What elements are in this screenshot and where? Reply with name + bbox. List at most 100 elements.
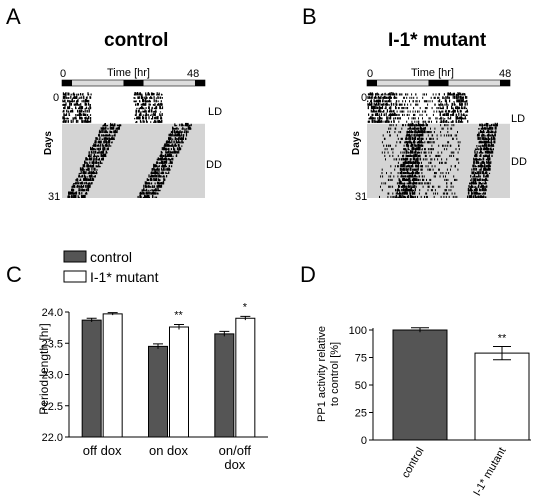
activity-mark (481, 178, 483, 181)
activity-mark (484, 168, 486, 171)
activity-mark (78, 107, 80, 110)
activity-mark (418, 172, 420, 175)
activity-mark (101, 154, 104, 157)
activity-mark (91, 148, 93, 151)
activity-mark (426, 141, 428, 144)
activity-mark (410, 185, 412, 188)
activity-mark (390, 144, 391, 147)
activity-mark (471, 185, 474, 188)
activity-mark (494, 138, 496, 140)
activity-mark (401, 137, 403, 140)
activity-mark (480, 167, 482, 171)
activity-mark (456, 134, 458, 137)
activity-mark (427, 168, 429, 171)
activity-mark (379, 100, 381, 103)
activity-mark (457, 151, 459, 154)
activity-mark (94, 172, 96, 174)
activity-mark (88, 182, 90, 185)
activity-mark (405, 100, 406, 103)
activity-mark (488, 127, 490, 130)
activity-mark (172, 145, 174, 147)
activity-mark (179, 147, 181, 151)
activity-mark (62, 116, 64, 120)
activity-mark (422, 185, 424, 188)
activity-mark (484, 154, 486, 157)
activity-mark (179, 130, 181, 133)
activity-mark (405, 185, 407, 188)
activity-mark (410, 175, 411, 178)
activity-mark (396, 189, 398, 192)
activity-mark (170, 148, 172, 151)
activity-mark (471, 184, 473, 188)
activity-mark (160, 186, 162, 188)
activity-mark (185, 128, 187, 130)
activity-mark (407, 165, 409, 168)
activity-mark (482, 152, 484, 154)
activity-mark (422, 158, 424, 161)
activity-mark (377, 106, 379, 109)
activity-mark (379, 121, 381, 123)
activity-mark (95, 140, 97, 144)
activity-mark (377, 100, 379, 103)
activity-mark (372, 93, 374, 96)
activity-mark (485, 135, 487, 137)
activity-mark (178, 150, 180, 154)
activity-mark (105, 134, 107, 137)
activity-mark (152, 189, 154, 192)
activity-mark (459, 102, 461, 106)
activity-mark (408, 137, 410, 140)
activity-mark (480, 150, 482, 154)
activity-mark (411, 150, 414, 154)
activity-mark (433, 175, 435, 178)
activity-mark (173, 128, 175, 130)
chart-d-bar (392, 329, 448, 441)
activity-mark (409, 152, 411, 154)
activity-mark (456, 195, 458, 198)
activity-mark (140, 95, 142, 99)
activity-mark (440, 107, 442, 110)
activity-mark (413, 134, 415, 137)
activity-mark (100, 127, 102, 130)
activity-mark (463, 106, 465, 110)
activity-mark (114, 135, 116, 137)
activity-mark (172, 126, 174, 130)
activity-mark (487, 136, 489, 140)
activity-mark (441, 151, 443, 154)
activity-mark (389, 96, 391, 99)
activity-mark (153, 96, 155, 99)
activity-mark (155, 196, 158, 198)
activity-mark (438, 154, 440, 157)
activity-mark (422, 178, 424, 181)
activity-mark (86, 117, 88, 120)
activity-mark (403, 148, 405, 151)
activity-mark (134, 97, 136, 99)
activity-mark (141, 191, 143, 195)
activity-mark (108, 144, 110, 147)
activity-mark (161, 151, 163, 154)
activity-mark (394, 113, 396, 116)
activity-mark (417, 144, 419, 147)
activity-mark (133, 100, 135, 103)
activity-mark (473, 181, 475, 185)
activity-mark (155, 116, 157, 120)
activity-mark (146, 101, 148, 103)
activity-mark (407, 151, 409, 154)
activity-mark (158, 178, 160, 181)
activity-mark (435, 172, 437, 175)
activity-mark (162, 158, 164, 161)
activity-mark (378, 93, 380, 96)
activity-mark (446, 134, 448, 137)
activity-mark (369, 96, 371, 99)
activity-mark (382, 134, 384, 137)
chart-c-ytick-label: 24.0 (42, 307, 63, 319)
activity-mark (430, 161, 432, 164)
activity-mark (411, 124, 413, 127)
activity-mark (480, 148, 482, 151)
activity-mark (405, 161, 407, 164)
activity-mark (70, 103, 72, 106)
activity-mark (408, 127, 410, 130)
activity-mark (169, 153, 171, 157)
activity-mark (419, 151, 421, 154)
chart-c-category-label: off dox (83, 443, 122, 458)
activity-mark (93, 143, 95, 147)
